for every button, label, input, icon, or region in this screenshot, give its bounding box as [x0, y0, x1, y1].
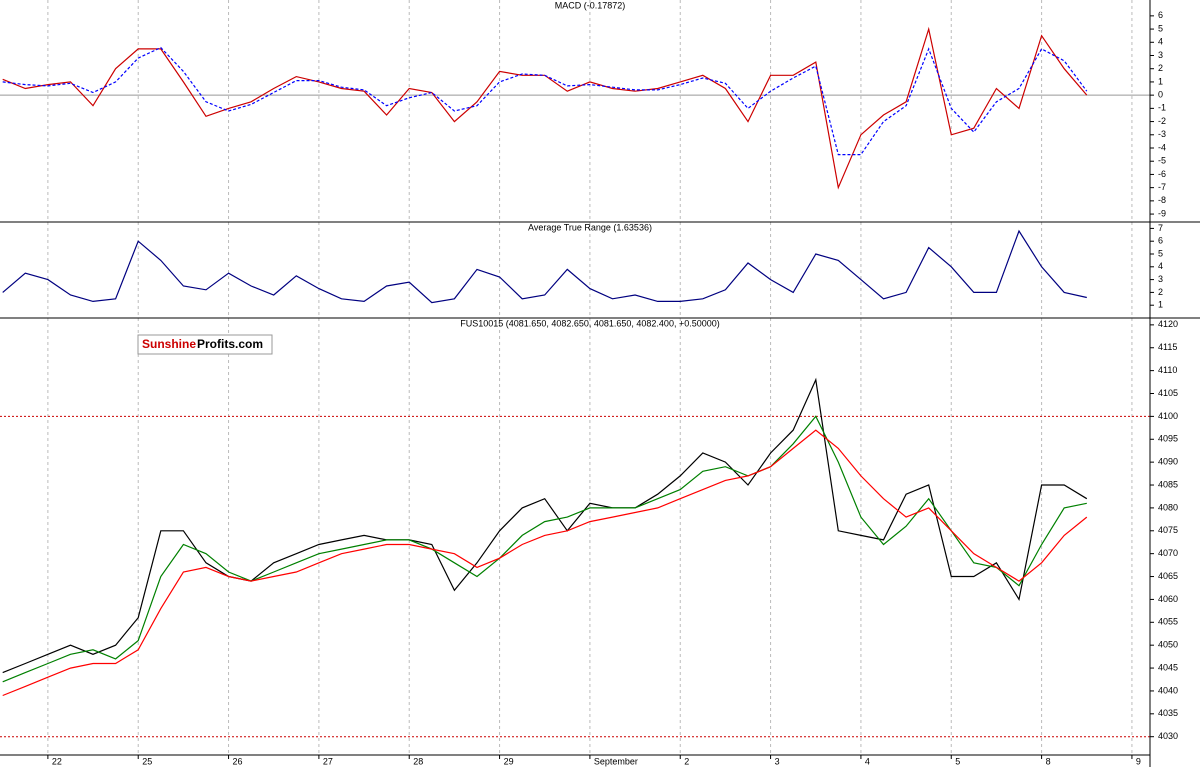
logo-text: Profits.com [197, 337, 263, 351]
y-tick-label: 4100 [1158, 411, 1178, 421]
y-tick-label: 4070 [1158, 548, 1178, 558]
y-tick-label: 4080 [1158, 502, 1178, 512]
x-tick-label: 4 [865, 756, 870, 766]
x-tick-label: 3 [775, 756, 780, 766]
x-tick-label: 28 [413, 756, 423, 766]
y-tick-label: 4085 [1158, 479, 1178, 489]
y-tick-label: 4110 [1158, 365, 1177, 375]
y-tick-label: 4060 [1158, 594, 1178, 604]
x-tick-label: 5 [955, 756, 960, 766]
data-line [2, 229, 1087, 304]
y-tick-label: 4 [1158, 261, 1163, 271]
x-tick-label: 25 [142, 756, 152, 766]
y-tick-label: 4120 [1158, 319, 1178, 329]
y-tick-label: 4045 [1158, 662, 1178, 672]
y-tick-label: 4 [1158, 37, 1163, 47]
y-tick-label: 4075 [1158, 525, 1178, 535]
y-tick-label: 2 [1158, 287, 1163, 297]
y-tick-label: 0 [1158, 90, 1163, 100]
x-tick-label: 27 [323, 756, 333, 766]
y-tick-label: -5 [1158, 156, 1166, 166]
y-tick-label: -9 [1158, 208, 1166, 218]
y-tick-label: 4090 [1158, 457, 1178, 467]
y-tick-label: 4040 [1158, 685, 1178, 695]
logo: Sunshine Profits.com [137, 334, 273, 355]
x-tick-label: 29 [504, 756, 514, 766]
grid-layer [0, 0, 1150, 755]
data-line [2, 429, 1088, 697]
y-tick-label: 1 [1158, 300, 1163, 310]
y-tick-label: 6 [1158, 10, 1163, 20]
data-line [2, 377, 1088, 674]
marks-layer [2, 26, 1088, 697]
y-tick-label: -3 [1158, 129, 1166, 139]
y-tick-label: -2 [1158, 116, 1166, 126]
y-tick-label: 3 [1158, 50, 1163, 60]
y-tick-label: 4115 [1158, 342, 1177, 352]
x-tick-label: 26 [233, 756, 243, 766]
y-tick-label: 4055 [1158, 617, 1178, 627]
y-tick-label: -7 [1158, 182, 1166, 192]
x-tick-label: September [594, 756, 638, 766]
axes-layer: 6 5 4 3 2 1 0 -1 -2 -3 -4 -5 -6 -7 -8 -9 MACD (-0.17872)… [47, 0, 1178, 766]
logo-box [137, 334, 273, 355]
data-line [2, 46, 1088, 156]
panel-title: FUS10015 (4081.650, 4082.650, 4081.650, … [460, 318, 719, 328]
x-tick-label: 2 [684, 756, 689, 766]
y-tick-label: 4065 [1158, 571, 1178, 581]
y-tick-label: 4035 [1158, 708, 1178, 718]
x-tick-label: 22 [52, 756, 62, 766]
y-tick-label: 3 [1158, 274, 1163, 284]
y-tick-label: 5 [1158, 23, 1163, 33]
x-tick-label: 9 [1136, 756, 1141, 766]
y-tick-label: 6 [1158, 236, 1163, 246]
y-tick-label: -1 [1158, 103, 1166, 113]
y-tick-label: 1 [1158, 76, 1163, 86]
y-tick-label: -6 [1158, 169, 1166, 179]
y-tick-label: 4050 [1158, 640, 1178, 650]
y-tick-label: 4030 [1158, 731, 1178, 741]
logo-text: Sunshine [142, 337, 196, 351]
y-tick-label: -8 [1158, 195, 1166, 205]
data-line [2, 415, 1087, 683]
y-tick-label: 4095 [1158, 434, 1178, 444]
y-tick-label: -4 [1158, 142, 1166, 152]
y-tick-label: 2 [1158, 63, 1163, 73]
panel-title: MACD (-0.17872) [555, 0, 626, 10]
y-tick-label: 5 [1158, 248, 1163, 258]
x-tick-label: 8 [1046, 756, 1051, 766]
y-tick-label: 4105 [1158, 388, 1178, 398]
y-tick-label: 7 [1158, 223, 1163, 233]
panel-title: Average True Range (1.63536) [528, 222, 652, 232]
